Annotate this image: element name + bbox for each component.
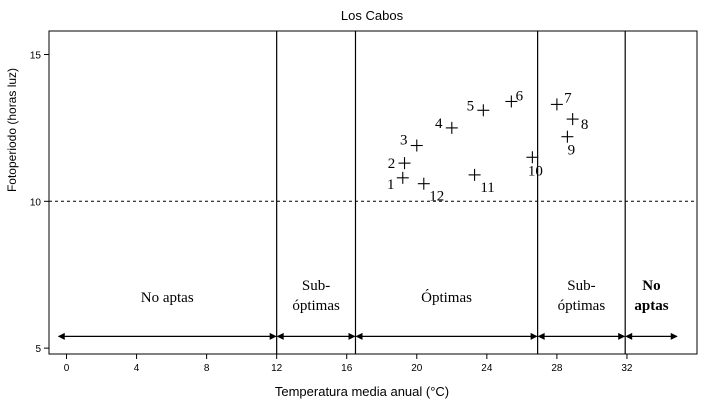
x-tick-label: 4 xyxy=(134,363,140,374)
zone-label: Sub- xyxy=(567,278,595,294)
x-tick-label: 0 xyxy=(64,363,70,374)
point-label: 3 xyxy=(400,133,408,149)
zone-arrowhead-right xyxy=(530,332,538,340)
zone-label: Sub- xyxy=(302,278,330,294)
y-tick-label: 15 xyxy=(30,50,42,61)
zone-label: No xyxy=(642,278,660,294)
x-tick-label: 12 xyxy=(271,363,283,374)
y-tick-label: 10 xyxy=(30,197,42,208)
x-tick-label: 32 xyxy=(621,363,633,374)
x-tick-label: 8 xyxy=(204,363,210,374)
zone-annotations: No aptas Sub-óptimas Óptimas Sub-óptimas No a… xyxy=(57,278,678,340)
x-tick-label: 24 xyxy=(481,363,493,374)
x-tick-label: 20 xyxy=(411,363,423,374)
x-tick-label: 28 xyxy=(551,363,563,374)
zone-arrowhead-right xyxy=(348,332,356,340)
point-label: 6 xyxy=(516,88,524,104)
x-axis-label: Temperatura media anual (°C) xyxy=(275,384,449,399)
zone-label: aptas xyxy=(634,298,668,314)
zone-label: Óptimas xyxy=(421,289,472,306)
x-tick-label: 16 xyxy=(341,363,353,374)
zone-arrowhead-left xyxy=(537,332,545,340)
zone-arrowhead-left xyxy=(276,332,284,340)
plot-frame xyxy=(48,30,698,355)
reference-lines xyxy=(49,31,697,354)
point-label: 1 xyxy=(387,177,395,193)
x-axis: 0 4 8 12 16 20 24 28 32 xyxy=(64,354,633,374)
chart-title: Los Cabos xyxy=(341,8,404,23)
zone-arrowhead-left xyxy=(625,332,633,340)
zone-arrowhead-left xyxy=(355,332,363,340)
point-label: 9 xyxy=(568,143,576,159)
zone-arrowhead-right xyxy=(670,332,678,340)
zone-arrowhead-right xyxy=(618,332,626,340)
zone-label: óptimas xyxy=(558,298,606,314)
point-label: 12 xyxy=(429,189,444,205)
zone-arrowhead-right xyxy=(269,332,277,340)
point-label: 4 xyxy=(435,116,443,132)
y-axis: 5 10 15 xyxy=(30,50,49,355)
point-label: 5 xyxy=(467,98,475,114)
point-label: 8 xyxy=(581,117,589,133)
point-label: 11 xyxy=(480,180,494,196)
point-label: 10 xyxy=(528,163,543,179)
point-label: 7 xyxy=(564,90,572,106)
point-label: 2 xyxy=(388,156,396,172)
y-tick-label: 5 xyxy=(35,344,41,355)
zone-label: óptimas xyxy=(292,298,340,314)
y-axis-label: Fotoperiodo (horas luz) xyxy=(5,68,19,192)
zone-label: No aptas xyxy=(141,290,194,306)
zone-arrowhead-left xyxy=(57,332,65,340)
